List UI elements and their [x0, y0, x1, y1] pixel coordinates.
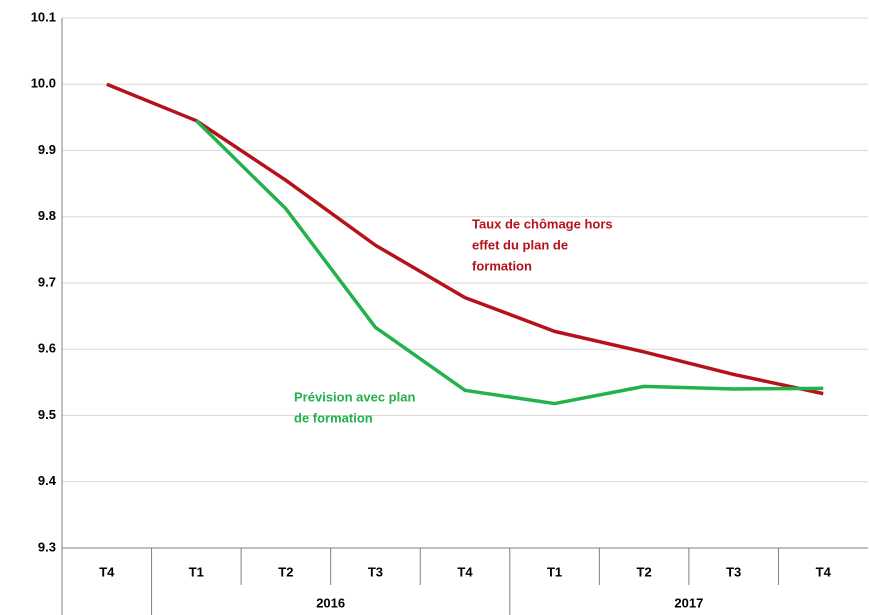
x-tick-label: T3	[368, 564, 383, 579]
x-tick-label: T4	[99, 564, 115, 579]
y-tick-label: 10.0	[31, 76, 56, 91]
series-line	[195, 119, 824, 406]
x-tick-label: T1	[547, 564, 562, 579]
y-tick-label: 9.6	[38, 341, 56, 356]
x-tick-label: T2	[637, 564, 652, 579]
series-line	[106, 82, 824, 396]
y-tick-label: 9.4	[38, 473, 57, 488]
y-tick-label: 9.5	[38, 407, 56, 422]
x-tick-label: T1	[189, 564, 204, 579]
annotation: de formation	[294, 410, 373, 425]
x-tick-label: T3	[726, 564, 741, 579]
annotation: formation	[472, 258, 532, 273]
x-tick-label: T4	[457, 564, 473, 579]
y-tick-label: 10.1	[31, 9, 56, 24]
y-tick-label: 9.8	[38, 208, 56, 223]
group-label: 2017	[674, 595, 703, 610]
x-tick-label: T4	[816, 564, 832, 579]
annotation: Prévision avec plan	[294, 389, 415, 404]
annotation: Taux de chômage hors	[472, 216, 613, 231]
x-tick-label: T2	[278, 564, 293, 579]
y-tick-label: 9.9	[38, 142, 56, 157]
y-tick-label: 9.3	[38, 539, 56, 554]
group-label: 2016	[316, 595, 345, 610]
annotation: effet du plan de	[472, 237, 568, 252]
y-tick-label: 9.7	[38, 274, 56, 289]
